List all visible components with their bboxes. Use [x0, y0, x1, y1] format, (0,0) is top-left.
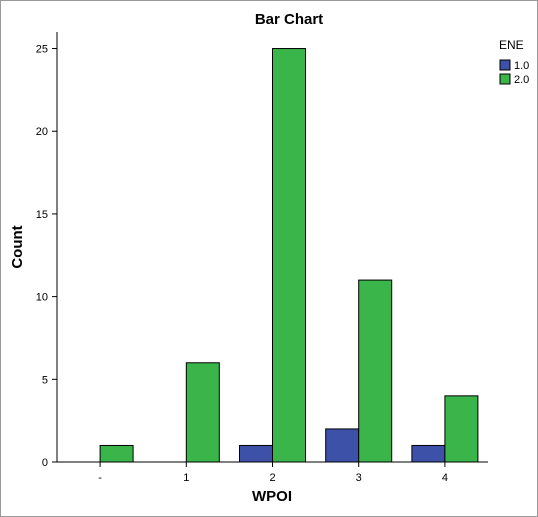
bars [99, 48, 479, 463]
y-tick-label: 15 [36, 209, 48, 221]
y-tick-label: 10 [36, 292, 48, 304]
legend: ENE 1.02.0 [499, 38, 529, 86]
x-tick-label: 4 [442, 472, 448, 484]
bar-2-0-1 [185, 362, 220, 463]
bar-1-0-3 [325, 428, 360, 463]
chart-title: Bar Chart [255, 11, 323, 28]
bar-2-0-3 [358, 279, 393, 463]
y-tick-label: 0 [42, 457, 48, 469]
y-tick-label: 20 [36, 126, 48, 138]
x-tick-label: 1 [183, 472, 189, 484]
legend-swatch [499, 59, 511, 71]
legend-label: 1.0 [514, 60, 529, 72]
x-tick-label: 3 [356, 472, 362, 484]
y-tick-label: 25 [36, 44, 48, 56]
legend-swatch [499, 73, 511, 85]
legend-items: 1.02.0 [499, 59, 529, 86]
plot-area: 0 5 10 15 20 25 - 1 2 3 4 [36, 32, 488, 484]
bar-2-0-dash [99, 444, 134, 463]
legend-title: ENE [499, 38, 524, 52]
bar-2-0-2 [272, 48, 306, 463]
y-axis-title: Count [9, 225, 26, 268]
bar-1-0-2 [239, 444, 273, 463]
y-tick-label: 5 [42, 374, 48, 386]
x-axis-ticks: - 1 2 3 4 [98, 462, 448, 484]
x-tick-label: - [98, 472, 102, 484]
bar-2-0-4 [444, 395, 479, 463]
x-tick-label: 2 [269, 472, 275, 484]
legend-label: 2.0 [514, 74, 529, 86]
y-axis-ticks: 0 5 10 15 20 25 [36, 44, 57, 469]
x-axis-title: WPOI [252, 488, 292, 505]
bar-1-0-4 [411, 444, 446, 463]
